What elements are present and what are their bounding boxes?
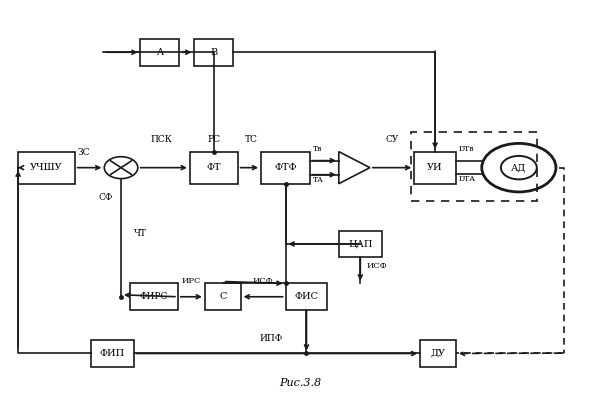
- Text: ДУ: ДУ: [430, 349, 445, 358]
- Text: B: B: [210, 48, 218, 57]
- Text: ИПФ: ИПФ: [259, 334, 282, 342]
- Text: УИ: УИ: [427, 163, 443, 172]
- Bar: [420, 340, 456, 367]
- Bar: [414, 152, 456, 184]
- Text: A: A: [156, 48, 163, 57]
- Text: С: С: [219, 292, 227, 301]
- Text: Тв: Тв: [313, 145, 323, 153]
- Text: ФИС: ФИС: [294, 292, 319, 301]
- Text: АД: АД: [511, 163, 526, 172]
- Text: ТА: ТА: [313, 176, 324, 184]
- Bar: [205, 283, 240, 310]
- Text: ФИП: ФИП: [99, 349, 124, 358]
- Text: ФИРС: ФИРС: [140, 292, 168, 301]
- Bar: [339, 230, 382, 257]
- Text: DТА: DТА: [459, 175, 476, 183]
- Bar: [194, 39, 233, 66]
- Text: ЗС: ЗС: [77, 148, 90, 157]
- Text: ЦАП: ЦАП: [348, 240, 373, 249]
- Text: ЧТ: ЧТ: [134, 229, 147, 238]
- Text: УЧШУ: УЧШУ: [30, 163, 63, 172]
- Bar: [285, 283, 328, 310]
- Bar: [18, 152, 75, 184]
- Bar: [91, 340, 133, 367]
- Text: ФТ: ФТ: [207, 163, 221, 172]
- Text: ИСФ: ИСФ: [253, 277, 273, 285]
- Text: РС: РС: [207, 135, 220, 144]
- Text: ИСФ: ИСФ: [366, 262, 387, 270]
- Text: ФТФ: ФТФ: [274, 163, 297, 172]
- Text: ПСК: ПСК: [150, 135, 172, 144]
- Text: СУ: СУ: [385, 135, 398, 144]
- Bar: [411, 132, 537, 201]
- Text: DТв: DТв: [459, 145, 475, 153]
- Text: ИРС: ИРС: [182, 277, 201, 285]
- Text: Рис.3.8: Рис.3.8: [279, 378, 322, 388]
- Bar: [141, 39, 179, 66]
- Bar: [190, 152, 237, 184]
- Bar: [130, 283, 178, 310]
- Text: ТС: ТС: [245, 135, 258, 144]
- Text: СФ: СФ: [99, 193, 113, 202]
- Bar: [261, 152, 310, 184]
